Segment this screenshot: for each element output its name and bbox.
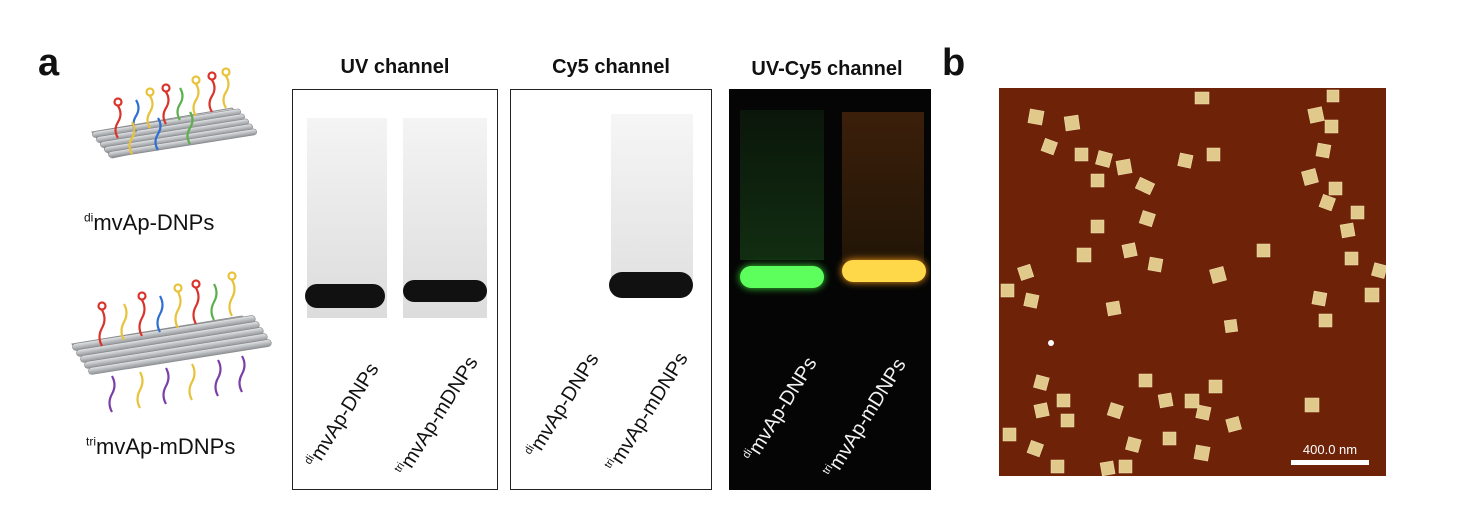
band-merge-di <box>740 266 824 288</box>
scale-bar-label: 400.0 nm <box>1302 442 1358 457</box>
gel-uv-cy5 <box>729 89 931 490</box>
gel-title-uv-cy5: UV-Cy5 channel <box>751 58 903 80</box>
gel-cy5 <box>510 89 712 490</box>
band-uv-tri <box>403 280 487 302</box>
gel-title-cy5: Cy5 channel <box>552 56 670 78</box>
gel-uv <box>292 89 498 490</box>
band-cy5-tri <box>609 272 693 298</box>
lane-smear-cy5-tri <box>611 114 693 280</box>
band-uv-di <box>305 284 385 308</box>
lane-smear-merge-di <box>740 110 824 260</box>
np-label-di: dimvAp-DNPs <box>84 210 215 235</box>
band-merge-tri <box>842 260 926 282</box>
np-label-tri: trimvAp-mDNPs <box>86 434 236 459</box>
dnp-illustrations <box>71 67 272 413</box>
afm-image: 400.0 nm <box>999 88 1386 476</box>
panel-letter-a: a <box>38 42 60 84</box>
panel-letter-b: b <box>942 42 966 84</box>
tri-mdnp-raft-icon <box>71 315 272 375</box>
scale-bar <box>1291 460 1369 465</box>
lane-smear-merge-tri <box>842 112 924 262</box>
di-dnp-aptamers-icon <box>113 67 231 155</box>
afm-particles <box>1000 89 1386 476</box>
gel-title-uv: UV channel <box>340 56 450 78</box>
tri-mdnp-aptamers-icon <box>97 271 246 413</box>
